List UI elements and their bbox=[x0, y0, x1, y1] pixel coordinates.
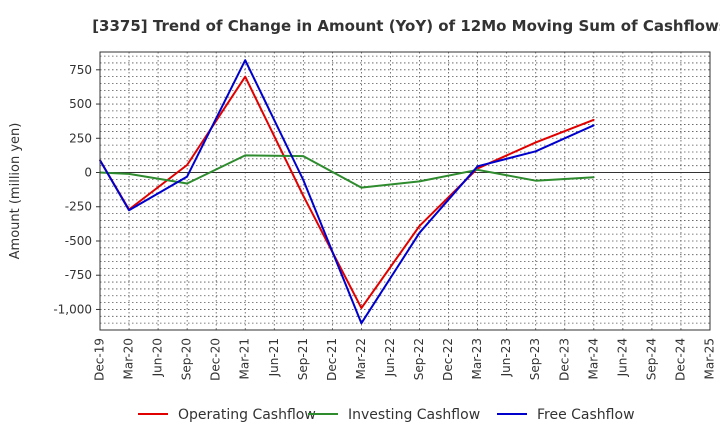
y-tick-label: -750 bbox=[65, 268, 92, 282]
x-tick-label: Mar-22 bbox=[354, 338, 368, 379]
series-line-free-cashflow bbox=[99, 59, 595, 325]
y-axis-ticks: 750 500 250 0 -250 -500 -750 -1,000 bbox=[53, 63, 100, 316]
x-tick-label: Sep-22 bbox=[412, 338, 426, 380]
data-point bbox=[534, 179, 537, 182]
data-point bbox=[302, 155, 305, 157]
y-tick-label: 500 bbox=[69, 97, 92, 111]
data-point bbox=[302, 179, 305, 181]
data-point bbox=[244, 59, 247, 62]
legend-label: Free Cashflow bbox=[537, 407, 635, 423]
legend-label: Investing Cashflow bbox=[348, 407, 480, 423]
x-tick-label: Sep-23 bbox=[528, 338, 542, 380]
x-tick-label: Mar-23 bbox=[470, 338, 484, 379]
x-axis-ticks: Dec-19 Mar-20 Jun-20 Sep-20 Dec-20 Mar-21 Jun-… bbox=[93, 338, 717, 381]
data-point bbox=[244, 75, 247, 78]
data-point bbox=[186, 175, 188, 178]
x-tick-label: Jun-23 bbox=[499, 338, 513, 377]
x-tick-label: Dec-20 bbox=[209, 338, 223, 381]
x-tick-label: Jun-22 bbox=[383, 338, 397, 377]
y-axis-label: Amount (million yen) bbox=[8, 123, 23, 260]
chart-title: [3375] Trend of Change in Amount (YoY) o… bbox=[92, 17, 720, 35]
x-tick-label: Dec-19 bbox=[93, 338, 107, 381]
x-tick-label: Mar-25 bbox=[703, 338, 717, 379]
data-point bbox=[534, 150, 537, 153]
series-line-operating-cashflow bbox=[99, 75, 595, 310]
x-tick-label: Sep-21 bbox=[296, 338, 310, 380]
series-lines bbox=[99, 59, 595, 325]
x-tick-label: Jun-21 bbox=[267, 338, 281, 377]
legend-label: Operating Cashflow bbox=[178, 407, 316, 423]
data-point bbox=[593, 124, 595, 127]
data-point bbox=[186, 182, 188, 185]
data-point bbox=[593, 118, 595, 121]
data-point bbox=[534, 141, 537, 144]
data-point bbox=[244, 154, 247, 157]
x-tick-label: Mar-21 bbox=[238, 338, 252, 379]
x-tick-label: Sep-24 bbox=[644, 338, 658, 380]
y-tick-label: -500 bbox=[65, 234, 92, 248]
x-tick-label: Dec-24 bbox=[673, 338, 687, 381]
grid bbox=[100, 52, 710, 331]
data-point bbox=[360, 307, 363, 309]
data-point bbox=[360, 186, 363, 189]
data-point bbox=[418, 231, 421, 234]
data-point bbox=[128, 173, 130, 175]
x-tick-label: Jun-20 bbox=[151, 338, 165, 377]
legend: Operating Cashflow Investing Cashflow Free… bbox=[138, 407, 635, 423]
y-tick-label: -1,000 bbox=[53, 302, 92, 316]
y-tick-label: 750 bbox=[69, 63, 92, 77]
x-tick-label: Dec-21 bbox=[325, 338, 339, 381]
x-tick-label: Dec-23 bbox=[557, 338, 571, 381]
y-tick-label: 250 bbox=[69, 131, 92, 145]
series-line-investing-cashflow bbox=[99, 154, 594, 189]
data-point bbox=[302, 194, 305, 197]
data-point bbox=[593, 176, 595, 179]
x-tick-label: Jun-24 bbox=[615, 338, 629, 377]
plot-frame bbox=[99, 51, 711, 331]
x-tick-label: Mar-24 bbox=[586, 338, 600, 379]
data-point bbox=[476, 165, 479, 168]
data-point bbox=[360, 322, 363, 324]
x-tick-label: Dec-22 bbox=[441, 338, 455, 381]
data-point bbox=[186, 164, 188, 166]
x-tick-label: Sep-20 bbox=[180, 338, 194, 380]
data-point bbox=[418, 225, 421, 227]
data-point bbox=[476, 168, 479, 171]
y-tick-label: 0 bbox=[84, 166, 92, 180]
data-point bbox=[418, 180, 421, 183]
y-tick-label: -250 bbox=[65, 200, 92, 214]
x-tick-label: Mar-20 bbox=[122, 338, 136, 379]
data-point bbox=[128, 209, 130, 211]
